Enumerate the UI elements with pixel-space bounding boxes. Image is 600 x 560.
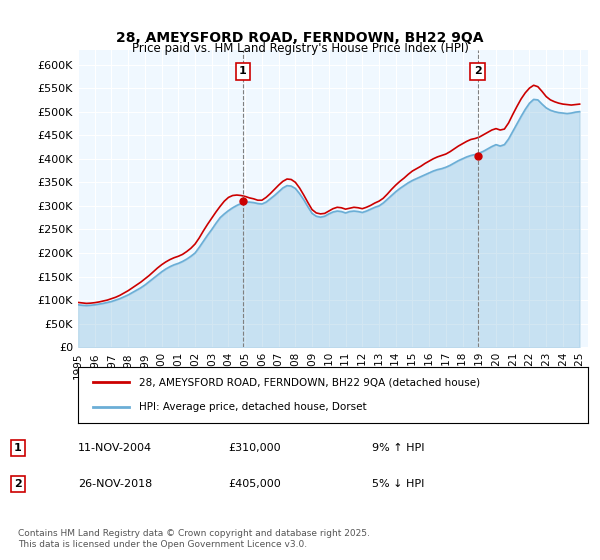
Text: 11-NOV-2004: 11-NOV-2004 [78, 443, 152, 453]
Text: HPI: Average price, detached house, Dorset: HPI: Average price, detached house, Dors… [139, 402, 367, 412]
Text: Price paid vs. HM Land Registry's House Price Index (HPI): Price paid vs. HM Land Registry's House … [131, 42, 469, 55]
Text: £405,000: £405,000 [228, 479, 281, 489]
Text: 2: 2 [474, 66, 482, 76]
Text: £310,000: £310,000 [228, 443, 281, 453]
Text: Contains HM Land Registry data © Crown copyright and database right 2025.
This d: Contains HM Land Registry data © Crown c… [18, 529, 370, 549]
Text: 26-NOV-2018: 26-NOV-2018 [78, 479, 152, 489]
Text: 2: 2 [14, 479, 22, 489]
Text: 1: 1 [14, 443, 22, 453]
Text: 1: 1 [239, 66, 247, 76]
Text: 9% ↑ HPI: 9% ↑ HPI [372, 443, 425, 453]
Text: 28, AMEYSFORD ROAD, FERNDOWN, BH22 9QA (detached house): 28, AMEYSFORD ROAD, FERNDOWN, BH22 9QA (… [139, 377, 481, 388]
Text: 5% ↓ HPI: 5% ↓ HPI [372, 479, 424, 489]
Text: 28, AMEYSFORD ROAD, FERNDOWN, BH22 9QA: 28, AMEYSFORD ROAD, FERNDOWN, BH22 9QA [116, 31, 484, 45]
